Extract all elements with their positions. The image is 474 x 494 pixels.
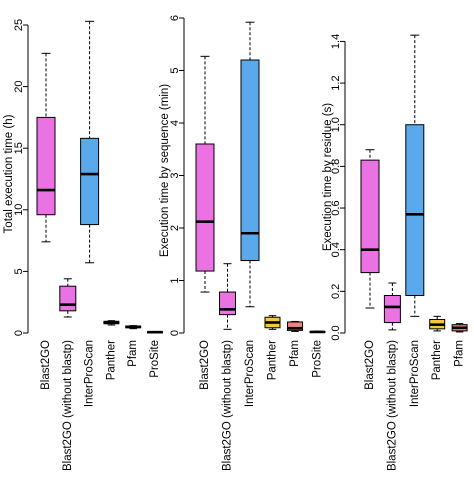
iqr-box: [360, 159, 380, 274]
iqr-box: [383, 295, 401, 324]
y-tick-label: 0.4: [330, 242, 342, 257]
category-label: InterProScan: [244, 340, 256, 407]
y-tick-label: 0: [169, 330, 181, 336]
y-tick-label: 1.2: [330, 75, 342, 90]
y-tick-label: 10: [13, 204, 25, 216]
y-tick-label: 4: [169, 120, 181, 126]
y-tick-label: 0.6: [330, 200, 342, 215]
category-label: InterProScan: [409, 340, 421, 407]
category-label: Blast2GO (without blastp): [386, 340, 398, 471]
y-tick-label: 5: [169, 67, 181, 73]
y-tick-label: 0.8: [330, 159, 342, 174]
box-5: [125, 325, 142, 330]
iqr-box: [80, 137, 100, 226]
category-label: Blast2GO: [364, 340, 376, 390]
box-2: [383, 282, 401, 331]
box-3: [80, 20, 100, 264]
category-label: Panther: [105, 340, 117, 380]
y-tick-label: 1.4: [330, 34, 342, 49]
box-4: [429, 315, 446, 332]
box-3: [240, 21, 260, 308]
y-tick-label: 15: [13, 142, 25, 154]
iqr-box: [59, 285, 77, 312]
category-label: Blast2GO (without blastp): [222, 340, 234, 471]
iqr-box: [219, 291, 236, 316]
iqr-box: [195, 143, 215, 272]
iqr-box: [405, 124, 425, 297]
category-label: Pfam: [289, 340, 301, 367]
y-axis-title: Execution time by sequence (min): [159, 84, 171, 257]
box-1: [195, 55, 215, 293]
iqr-box: [36, 116, 56, 216]
y-axis-title: Execution time by residue (s): [322, 103, 334, 251]
panel-2: 0 1 2 3 4 5 6 Execution time by sequence (min) B…: [159, 15, 326, 471]
box-1: [360, 149, 380, 309]
category-label: Pfam: [127, 340, 139, 367]
category-label: ProSite: [312, 340, 324, 378]
y-tick-label: 0.0: [330, 325, 342, 340]
iqr-box: [287, 321, 303, 331]
category-label: Blast2GO (without blastp): [62, 340, 74, 471]
box-2: [59, 278, 77, 318]
category-label: Panther: [431, 340, 443, 380]
box-2: [219, 263, 236, 330]
category-label: Pfam: [454, 340, 466, 367]
box-5: [287, 320, 303, 332]
iqr-box: [240, 59, 260, 262]
y-tick-label: 1.0: [330, 117, 342, 132]
y-tick-label: 0: [13, 330, 25, 336]
y-tick-label: 0.2: [330, 284, 342, 299]
y-tick-label: 6: [169, 15, 181, 21]
y-axis-title: Total execution time (h): [3, 114, 15, 233]
y-tick-label: 2: [169, 225, 181, 231]
panel-3: 0.0 0.2 0.4 0.6 0.8 1.0 1.2 1.4 Execution time b…: [322, 34, 468, 471]
y-tick-label: 1: [169, 277, 181, 283]
category-label: Panther: [267, 340, 279, 380]
y-tick-label: 20: [13, 80, 25, 92]
box-6: [309, 330, 326, 334]
category-label: InterProScan: [84, 340, 96, 407]
box-5: [451, 323, 468, 333]
panel-1: 0 5 10 15 20 25 Total execution time (h) Blast2…: [3, 19, 163, 471]
category-label: Blast2GO: [199, 340, 211, 390]
y-tick-label: 25: [13, 19, 25, 31]
box-3: [405, 34, 425, 317]
y-tick-label: 5: [13, 268, 25, 274]
box-4: [264, 315, 281, 330]
box-1: [36, 52, 56, 243]
box-4: [103, 320, 120, 326]
category-label: Blast2GO: [40, 340, 52, 390]
y-tick-label: 3: [169, 172, 181, 178]
category-label: ProSite: [149, 340, 161, 378]
box-6: [147, 330, 163, 334]
